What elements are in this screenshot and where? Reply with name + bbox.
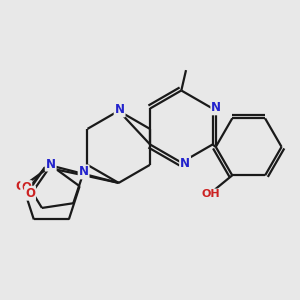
Text: N: N: [211, 101, 221, 114]
Text: O: O: [25, 187, 35, 200]
Text: O: O: [21, 181, 31, 194]
Text: O: O: [16, 180, 26, 193]
Text: N: N: [46, 158, 56, 171]
Text: N: N: [79, 165, 88, 178]
Text: N: N: [180, 157, 190, 170]
Text: N: N: [115, 103, 124, 116]
Text: OH: OH: [202, 190, 220, 200]
